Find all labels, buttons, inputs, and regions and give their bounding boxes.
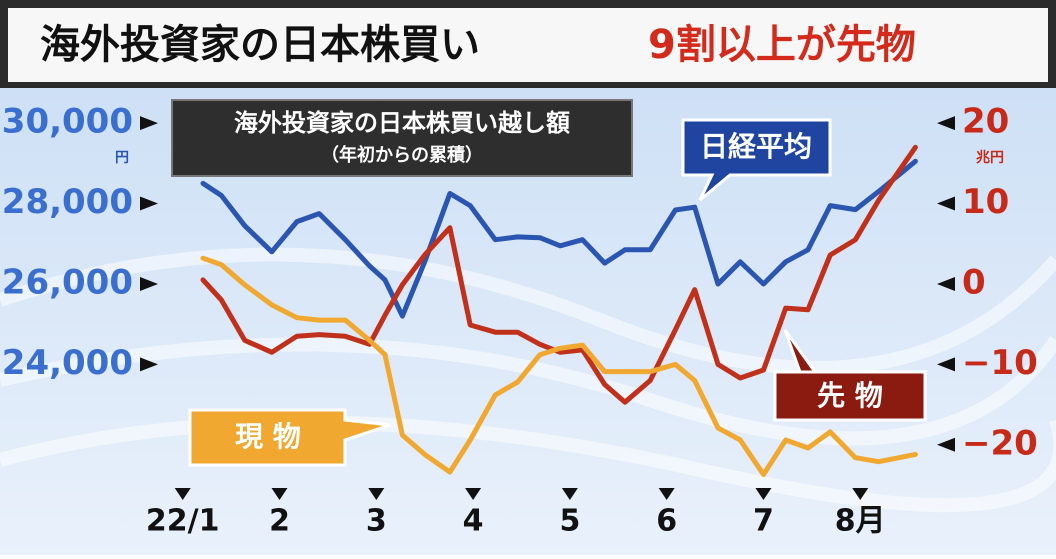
series-line: [200, 255, 918, 477]
info-box-title: 海外投資家の日本株買い越し額: [234, 109, 570, 137]
callout: [188, 408, 391, 467]
plot: 24,000 26,000 28,000 30,000 −20 −10 0 10 20 22/1 2…: [2, 102, 1038, 539]
legend-label: 日経平均: [700, 130, 812, 163]
y2-tick: [937, 116, 955, 131]
y-tick: [140, 276, 158, 291]
x-tick-label: 3: [366, 504, 387, 539]
x-tick-label: 7: [753, 504, 774, 539]
x-tick: [755, 488, 772, 500]
x-tick-label: 2: [269, 504, 290, 539]
x-tick: [852, 488, 869, 500]
y-tick-label: 28,000: [2, 182, 133, 222]
y2-tick: [937, 357, 955, 372]
legend-label: 現 物: [235, 420, 301, 453]
decoration: [0, 247, 1056, 513]
callout: [681, 118, 832, 202]
x-tick-label: 22/1: [146, 504, 220, 539]
x-tick-label: 6: [656, 504, 677, 539]
y2-unit: 兆円: [976, 150, 1004, 166]
y-tick-label: 26,000: [2, 262, 133, 302]
y-unit: 円: [115, 150, 129, 166]
x-tick: [368, 488, 385, 500]
series-line: [200, 158, 918, 319]
x-tick-label: 4: [463, 504, 484, 539]
y2-tick: [937, 437, 955, 452]
x-tick: [174, 488, 191, 500]
x-tick: [465, 488, 482, 500]
y2-tick-label: 20: [962, 102, 1009, 142]
y2-tick-label: 10: [962, 182, 1009, 222]
y-tick-label: 24,000: [2, 343, 133, 383]
y2-tick-label: 0: [962, 262, 986, 302]
y2-tick: [937, 196, 955, 211]
info-box-subtitle: （年初からの累積）: [321, 144, 483, 166]
y2-tick: [937, 276, 955, 291]
x-tick: [271, 488, 288, 500]
y-tick: [140, 357, 158, 372]
info-box: [171, 99, 633, 177]
legend-label: 先 物: [817, 379, 883, 412]
series-line: [200, 144, 918, 405]
y-tick: [140, 116, 158, 131]
y2-tick-label: −20: [962, 423, 1038, 463]
x-tick: [658, 488, 675, 500]
chart-title-highlight: 9割以上が先物: [648, 22, 916, 68]
y-tick: [140, 196, 158, 211]
x-tick-label: 5: [559, 504, 580, 539]
callout: [773, 329, 927, 422]
x-tick-label: 8月: [835, 504, 886, 539]
y-tick-label: 30,000: [2, 102, 133, 142]
y2-tick-label: −10: [962, 343, 1038, 383]
x-tick: [561, 488, 578, 500]
chart-title: 海外投資家の日本株買い: [40, 22, 480, 68]
title-bar: [8, 8, 1048, 82]
